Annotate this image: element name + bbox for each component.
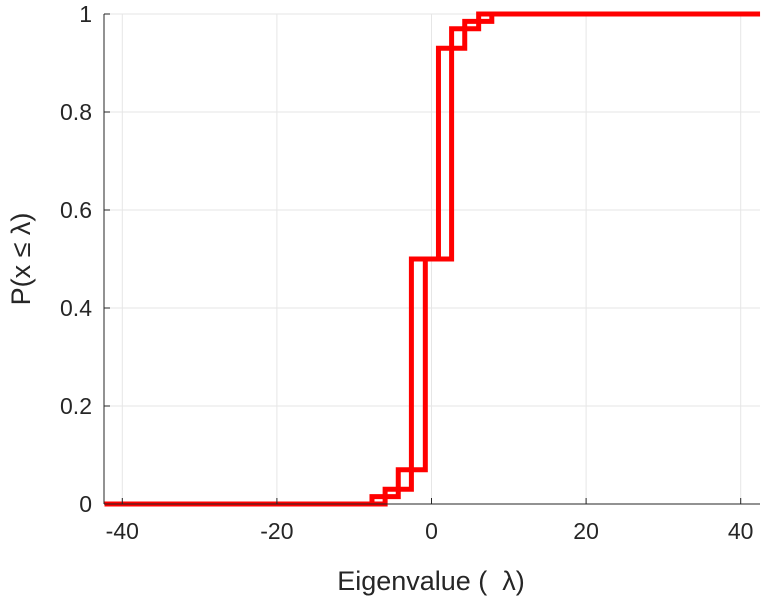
y-tick-label: 0.4 [60,295,92,321]
x-tick-label: -20 [260,518,293,544]
y-tick-label: 0.6 [60,197,92,223]
x-tick-label: 40 [728,518,754,544]
y-tick-label: 0.2 [60,393,92,419]
axes [103,13,760,505]
series-lines [104,11,761,507]
y-axis-label: P(x ≤ λ) [6,213,36,306]
y-tick-label: 0.8 [60,99,92,125]
y-tick-label: 0 [79,491,92,517]
x-tick-label: 0 [425,518,438,544]
tick-labels: -40 -20 0 20 40 0 0.2 0.4 0.6 0.8 1 [60,1,753,544]
series-line-cdf-2 [104,11,761,507]
x-axis-label: Eigenvalue ( λ) [337,566,525,596]
x-tick-label: -40 [106,518,139,544]
x-tick-label: 20 [573,518,599,544]
y-tick-label: 1 [79,1,92,27]
